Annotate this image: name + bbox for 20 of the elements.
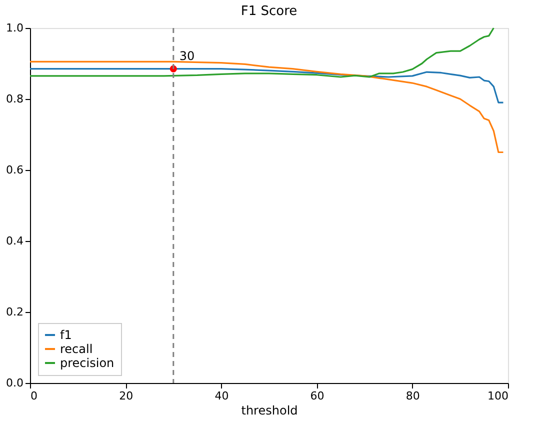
y-tick-label: 1.0 <box>6 22 24 34</box>
y-tick-label: 0.6 <box>6 164 24 176</box>
x-tick-label: 0 <box>30 390 38 402</box>
x-axis-title: threshold <box>241 404 298 418</box>
x-tick-label: 80 <box>406 390 420 402</box>
line-series <box>29 27 494 78</box>
legend-label: recall <box>60 342 93 356</box>
chart-title: F1 Score <box>240 4 298 19</box>
x-tick-label: 20 <box>119 390 134 402</box>
x-tick-label: 100 <box>488 390 508 402</box>
legend-label: f1 <box>60 328 72 342</box>
y-tick-label: 0.0 <box>6 376 24 390</box>
y-tick-label: 0.2 <box>6 306 24 318</box>
y-tick-label: 0.4 <box>6 234 24 248</box>
y-tick-label: 0.8 <box>6 92 24 106</box>
annotation: 30 <box>179 48 195 63</box>
x-tick-label: 60 <box>310 390 324 402</box>
legend-label: precision <box>60 356 114 370</box>
x-tick-label: 40 <box>214 390 229 402</box>
line-series <box>29 60 504 154</box>
